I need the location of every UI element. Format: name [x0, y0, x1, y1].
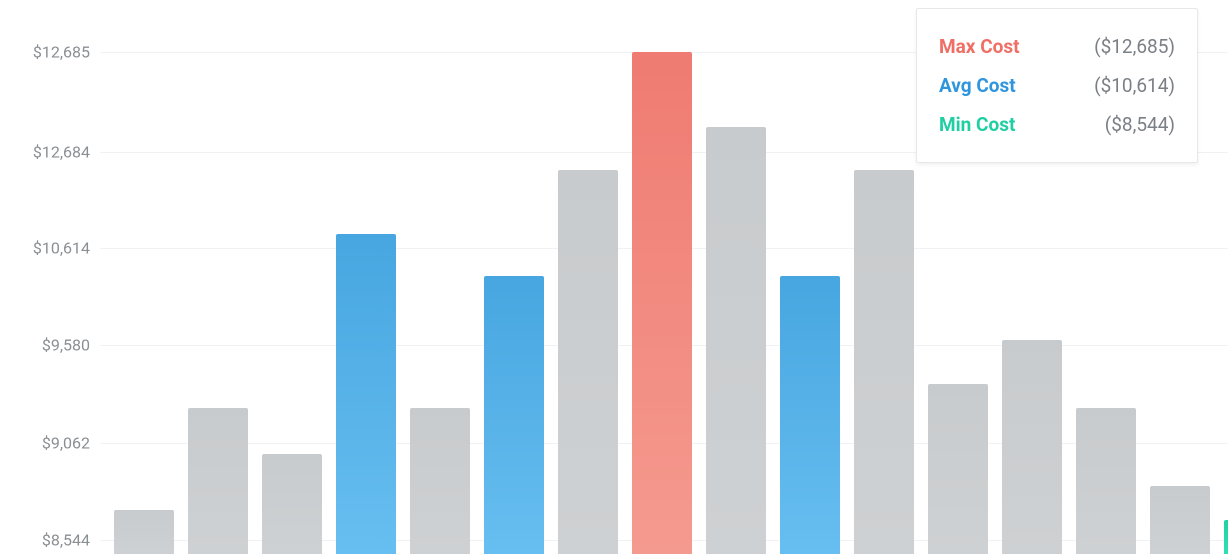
y-tick-label: $8,544 [42, 531, 90, 550]
bar-blue [484, 276, 544, 554]
legend-row-avg: Avg Cost ($10,614) [939, 66, 1175, 105]
bar-red [632, 52, 692, 554]
bar-blue [336, 234, 396, 554]
bar-gray [114, 510, 174, 554]
bar-blue [780, 276, 840, 554]
legend-value-avg: ($10,614) [1094, 74, 1175, 97]
legend-label-min: Min Cost [939, 113, 1015, 136]
y-tick-label: $12,684 [33, 143, 90, 162]
legend-row-max: Max Cost ($12,685) [939, 27, 1175, 66]
legend-value-max: ($12,685) [1094, 35, 1175, 58]
legend-row-min: Min Cost ($8,544) [939, 105, 1175, 144]
y-tick-label: $10,614 [33, 239, 90, 258]
cost-bar-chart: $12,685 $12,684 $10,614 $9,580 $9,062 $8… [0, 0, 1228, 554]
bar-gray [706, 127, 766, 554]
bar-gray [1002, 340, 1062, 554]
bar-gray [1150, 486, 1210, 554]
y-tick-label: $12,685 [33, 43, 90, 62]
y-tick-label: $9,580 [42, 336, 90, 355]
bar-gray [1076, 408, 1136, 554]
y-axis: $12,685 $12,684 $10,614 $9,580 $9,062 $8… [0, 0, 100, 554]
y-tick-label: $9,062 [42, 434, 90, 453]
bar-teal [1224, 520, 1228, 554]
legend-box: Max Cost ($12,685) Avg Cost ($10,614) Mi… [916, 8, 1198, 163]
legend-label-avg: Avg Cost [939, 74, 1016, 97]
bar-gray [262, 454, 322, 554]
bar-gray [928, 384, 988, 554]
bar-gray [854, 170, 914, 554]
legend-value-min: ($8,544) [1105, 113, 1175, 136]
legend-label-max: Max Cost [939, 35, 1020, 58]
bar-gray [188, 408, 248, 554]
bar-gray [558, 170, 618, 554]
bar-gray [410, 408, 470, 554]
